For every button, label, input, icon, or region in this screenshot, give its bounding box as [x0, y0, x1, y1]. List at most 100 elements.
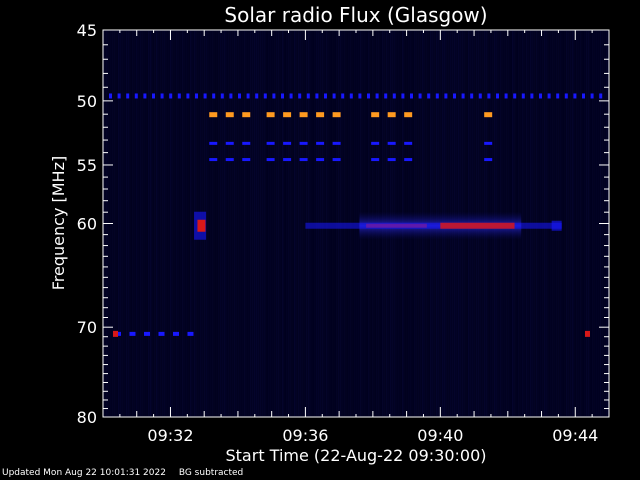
- noise-streak: [140, 31, 142, 416]
- noise-streak: [298, 31, 300, 416]
- noise-streak: [206, 31, 208, 416]
- noise-streak: [574, 31, 576, 416]
- noise-streak: [142, 31, 144, 416]
- carrier-dash: [306, 93, 310, 99]
- bg-note: BG subtracted: [178, 468, 244, 478]
- carrier-dash: [484, 141, 493, 145]
- noise-streak: [154, 31, 156, 416]
- noise-streak: [208, 31, 210, 416]
- carrier-dash: [358, 93, 362, 99]
- noise-streak: [122, 31, 124, 416]
- noise-streak: [250, 31, 252, 416]
- carrier-dash: [590, 93, 594, 99]
- carrier-dash: [573, 93, 577, 99]
- carrier-dash: [371, 141, 380, 145]
- noise-streak: [300, 31, 302, 416]
- x-axis-label: Start Time (22-Aug-22 09:30:00): [226, 446, 487, 465]
- carrier-dash: [187, 331, 194, 336]
- noise-streak: [264, 31, 266, 416]
- noise-streak: [566, 31, 568, 416]
- x-tick-label: 09:32: [147, 426, 193, 445]
- noise-streak: [570, 31, 572, 416]
- carrier-dash: [599, 93, 603, 99]
- carrier-dash: [225, 141, 234, 145]
- noise-streak: [282, 31, 284, 416]
- noise-streak: [172, 31, 174, 416]
- noise-streak: [594, 31, 596, 416]
- noise-streak: [286, 31, 288, 416]
- chart-title: Solar radio Flux (Glasgow): [224, 3, 487, 27]
- carrier-dash: [332, 112, 341, 118]
- carrier-dash: [435, 93, 439, 99]
- noise-streak: [184, 31, 186, 416]
- noise-streak: [156, 31, 158, 416]
- noise-streak: [598, 31, 600, 416]
- carrier-dash: [484, 158, 493, 162]
- noise-streak: [270, 31, 272, 416]
- y-tick-label: 50: [77, 92, 97, 111]
- carrier-dash: [582, 93, 585, 99]
- noise-streak: [266, 31, 268, 416]
- burst-core: [197, 219, 206, 232]
- noise-streak: [130, 31, 132, 416]
- carrier-dash: [387, 158, 396, 162]
- carrier-dash: [195, 93, 198, 99]
- carrier-dash: [504, 93, 508, 99]
- noise-streak: [120, 31, 122, 416]
- carrier-dash: [404, 141, 413, 145]
- noise-streak: [290, 31, 292, 416]
- noise-streak: [244, 31, 246, 416]
- carrier-dash: [387, 141, 396, 145]
- carrier-dash: [263, 93, 267, 99]
- carrier-dash: [289, 93, 293, 99]
- carrier-dash: [173, 331, 179, 336]
- noise-streak: [576, 31, 578, 416]
- carrier-dash: [324, 93, 327, 99]
- carrier-dash: [238, 93, 241, 99]
- noise-streak: [166, 31, 168, 416]
- noise-streak: [294, 31, 296, 416]
- footer: Updated Mon Aug 22 10:01:31 2022 BG subt…: [2, 468, 253, 478]
- carrier-dash: [144, 331, 150, 336]
- y-tick-label: 70: [77, 318, 97, 337]
- carrier-dash: [283, 141, 292, 145]
- carrier-dash: [341, 93, 345, 99]
- y-tick-label: 55: [77, 156, 97, 175]
- noise-streak: [158, 31, 160, 416]
- carrier-dash: [220, 93, 224, 99]
- noise-streak: [164, 31, 166, 416]
- y-axis: 45 50 55 60 70 80: [77, 21, 609, 427]
- noise-streak: [592, 31, 594, 416]
- noise-streak: [242, 31, 244, 416]
- carrier-dash: [113, 330, 118, 337]
- carrier-dash: [272, 93, 276, 99]
- noise-streak: [218, 31, 220, 416]
- x-tick-label: 09:44: [552, 426, 598, 445]
- carrier-dash: [367, 93, 370, 99]
- emission-spot: [551, 220, 562, 231]
- carrier-dash: [404, 158, 413, 162]
- noise-streak: [252, 31, 254, 416]
- carrier-dash: [461, 93, 465, 99]
- noise-streak: [210, 31, 212, 416]
- carrier-dash: [266, 112, 275, 118]
- noise-streak: [192, 31, 194, 416]
- noise-streak: [176, 31, 178, 416]
- y-tick-label: 60: [77, 215, 97, 234]
- carrier-dash: [266, 158, 275, 162]
- x-tick-label: 09:40: [417, 426, 463, 445]
- noise-streak: [124, 31, 126, 416]
- noise-streak: [126, 31, 128, 416]
- noise-streak: [152, 31, 154, 416]
- carrier-dash: [332, 93, 336, 99]
- noise-streak: [226, 31, 228, 416]
- carrier-dash: [453, 93, 456, 99]
- carrier-dash: [547, 93, 551, 99]
- noise-streak: [584, 31, 586, 416]
- emission-band: [305, 222, 562, 229]
- noise-streak: [276, 31, 278, 416]
- noise-streak: [162, 31, 164, 416]
- carrier-dash: [134, 93, 138, 99]
- noise-streak: [146, 31, 148, 416]
- y-tick-label: 45: [77, 21, 97, 40]
